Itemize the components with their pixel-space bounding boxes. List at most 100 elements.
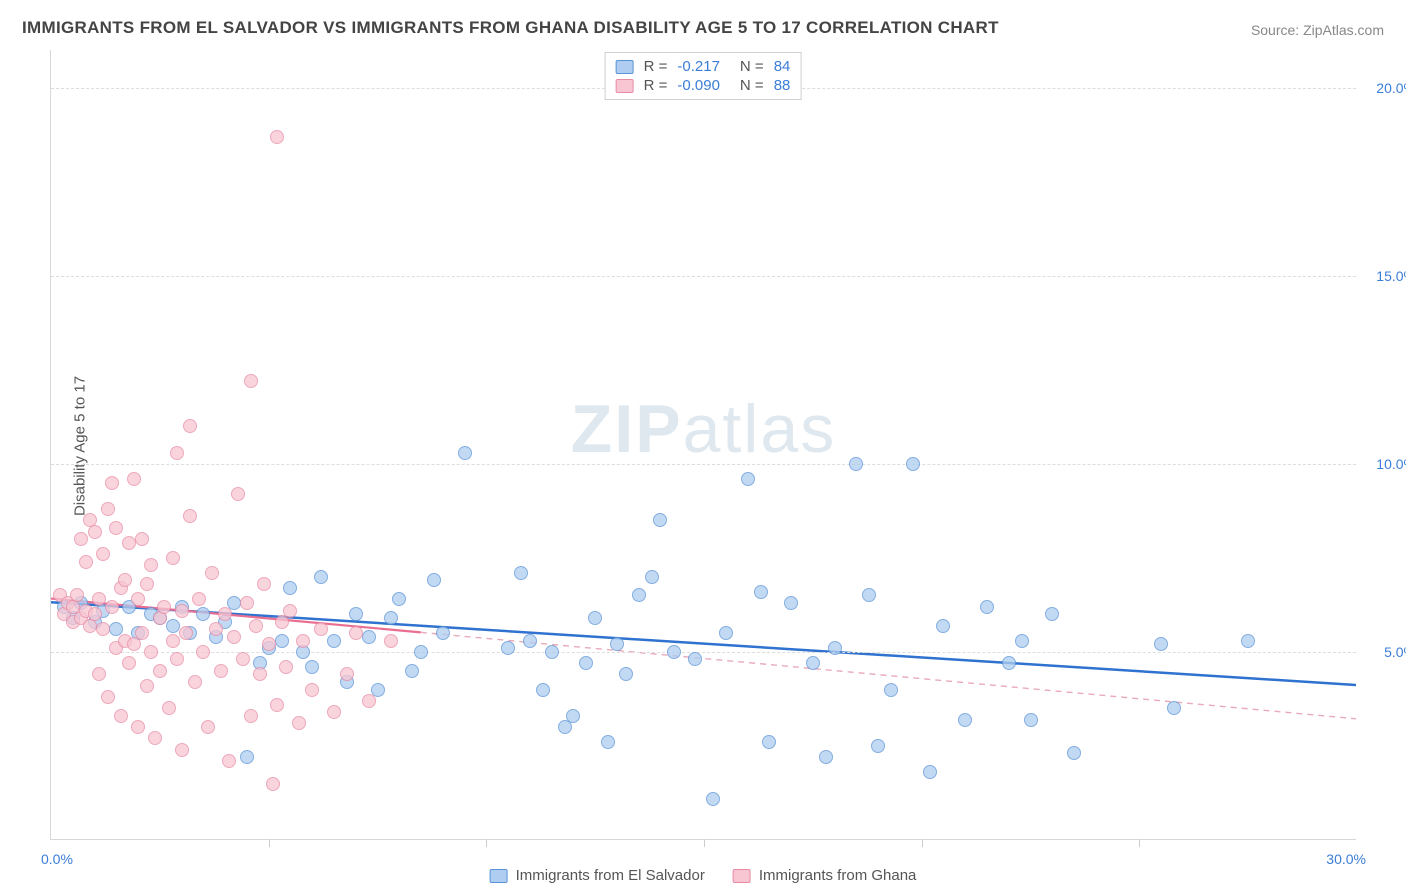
legend-n-label: N = [740, 58, 764, 75]
ytick-label: 15.0% [1361, 268, 1406, 284]
scatter-point-ghana [257, 577, 271, 591]
scatter-point-ghana [131, 592, 145, 606]
legend-r-label: R = [644, 77, 668, 94]
scatter-point-ghana [340, 667, 354, 681]
scatter-point-el_salvador [514, 566, 528, 580]
scatter-point-el_salvador [923, 765, 937, 779]
scatter-point-ghana [192, 592, 206, 606]
chart-title: IMMIGRANTS FROM EL SALVADOR VS IMMIGRANT… [22, 18, 999, 38]
scatter-point-el_salvador [566, 709, 580, 723]
legend-bottom-label: Immigrants from El Salvador [516, 867, 705, 884]
scatter-point-ghana [131, 720, 145, 734]
xtick [1139, 839, 1140, 847]
scatter-point-ghana [183, 419, 197, 433]
scatter-point-ghana [153, 664, 167, 678]
scatter-point-ghana [74, 532, 88, 546]
scatter-point-ghana [227, 630, 241, 644]
legend-r-value: -0.090 [677, 77, 720, 94]
scatter-point-el_salvador [501, 641, 515, 655]
scatter-point-el_salvador [1241, 634, 1255, 648]
scatter-point-ghana [157, 600, 171, 614]
scatter-point-el_salvador [645, 570, 659, 584]
scatter-point-ghana [88, 607, 102, 621]
scatter-point-el_salvador [632, 588, 646, 602]
scatter-point-ghana [283, 604, 297, 618]
scatter-point-el_salvador [436, 626, 450, 640]
watermark: ZIPatlas [571, 390, 836, 468]
scatter-point-el_salvador [1045, 607, 1059, 621]
scatter-point-el_salvador [166, 619, 180, 633]
scatter-point-el_salvador [741, 472, 755, 486]
legend-bottom-item-ghana: Immigrants from Ghana [733, 867, 917, 884]
scatter-point-el_salvador [588, 611, 602, 625]
scatter-point-el_salvador [871, 739, 885, 753]
watermark-bold: ZIP [571, 391, 683, 467]
scatter-point-ghana [135, 532, 149, 546]
scatter-point-ghana [244, 709, 258, 723]
scatter-point-ghana [175, 604, 189, 618]
scatter-point-ghana [305, 683, 319, 697]
scatter-point-ghana [266, 777, 280, 791]
scatter-point-ghana [236, 652, 250, 666]
scatter-point-ghana [144, 645, 158, 659]
scatter-point-el_salvador [862, 588, 876, 602]
scatter-point-ghana [144, 558, 158, 572]
scatter-point-el_salvador [283, 581, 297, 595]
scatter-point-ghana [292, 716, 306, 730]
scatter-point-ghana [170, 446, 184, 460]
legend-top-row-el_salvador: R =-0.217N =84 [616, 57, 791, 76]
scatter-point-ghana [249, 619, 263, 633]
scatter-point-el_salvador [523, 634, 537, 648]
ytick-label: 20.0% [1361, 80, 1406, 96]
gridline [51, 464, 1356, 465]
legend-n-value: 84 [774, 58, 791, 75]
scatter-point-ghana [218, 607, 232, 621]
scatter-point-el_salvador [1024, 713, 1038, 727]
scatter-point-ghana [96, 547, 110, 561]
scatter-point-el_salvador [653, 513, 667, 527]
scatter-point-el_salvador [240, 750, 254, 764]
scatter-point-ghana [92, 667, 106, 681]
scatter-point-ghana [140, 679, 154, 693]
watermark-rest: atlas [683, 391, 837, 467]
scatter-point-ghana [148, 731, 162, 745]
scatter-point-ghana [214, 664, 228, 678]
scatter-point-el_salvador [536, 683, 550, 697]
legend-top-row-ghana: R =-0.090N =88 [616, 76, 791, 95]
legend-swatch-icon [616, 79, 634, 93]
scatter-point-ghana [314, 622, 328, 636]
scatter-point-el_salvador [936, 619, 950, 633]
legend-swatch-icon [733, 869, 751, 883]
scatter-point-el_salvador [349, 607, 363, 621]
scatter-point-ghana [140, 577, 154, 591]
legend-top: R =-0.217N =84R =-0.090N =88 [605, 52, 802, 100]
scatter-point-el_salvador [601, 735, 615, 749]
scatter-point-el_salvador [1154, 637, 1168, 651]
scatter-point-el_salvador [579, 656, 593, 670]
scatter-point-el_salvador [314, 570, 328, 584]
scatter-point-ghana [196, 645, 210, 659]
scatter-point-ghana [201, 720, 215, 734]
scatter-point-el_salvador [849, 457, 863, 471]
source-label: Source: ZipAtlas.com [1251, 22, 1384, 38]
scatter-point-ghana [114, 709, 128, 723]
scatter-point-el_salvador [610, 637, 624, 651]
scatter-point-ghana [327, 705, 341, 719]
scatter-point-ghana [384, 634, 398, 648]
scatter-point-ghana [122, 656, 136, 670]
scatter-point-ghana [270, 698, 284, 712]
scatter-point-ghana [135, 626, 149, 640]
scatter-point-el_salvador [327, 634, 341, 648]
scatter-point-el_salvador [958, 713, 972, 727]
scatter-point-ghana [105, 600, 119, 614]
trend-line-ghana [421, 632, 1356, 718]
scatter-point-ghana [244, 374, 258, 388]
legend-r-value: -0.217 [677, 58, 720, 75]
scatter-point-el_salvador [1015, 634, 1029, 648]
legend-swatch-icon [490, 869, 508, 883]
plot-area: ZIPatlas 5.0%10.0%15.0%20.0%0.0%30.0% [50, 50, 1356, 840]
scatter-point-el_salvador [1167, 701, 1181, 715]
scatter-point-el_salvador [427, 573, 441, 587]
scatter-point-el_salvador [762, 735, 776, 749]
scatter-point-ghana [231, 487, 245, 501]
